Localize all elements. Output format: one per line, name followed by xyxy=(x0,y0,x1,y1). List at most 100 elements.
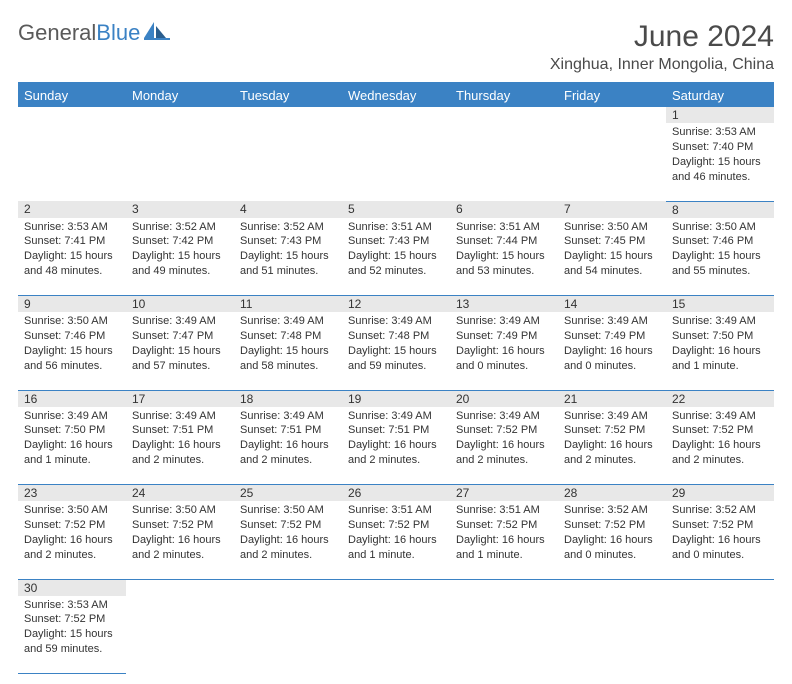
daylight-line: Daylight: 15 hours and 59 minutes. xyxy=(24,627,120,657)
header: GeneralBlue June 2024 Xinghua, Inner Mon… xyxy=(18,20,774,74)
day-number-cell: 12 xyxy=(342,296,450,313)
daylight-line: Daylight: 16 hours and 1 minute. xyxy=(24,438,120,468)
day-detail-cell: Sunrise: 3:52 AMSunset: 7:42 PMDaylight:… xyxy=(126,218,234,296)
day-detail-cell: Sunrise: 3:53 AMSunset: 7:52 PMDaylight:… xyxy=(18,596,126,674)
day-number-cell xyxy=(234,579,342,596)
day-detail-row: Sunrise: 3:50 AMSunset: 7:46 PMDaylight:… xyxy=(18,312,774,390)
sunset-line: Sunset: 7:50 PM xyxy=(24,423,120,438)
daylight-line: Daylight: 16 hours and 2 minutes. xyxy=(132,533,228,563)
sunset-line: Sunset: 7:51 PM xyxy=(132,423,228,438)
sunset-line: Sunset: 7:40 PM xyxy=(672,140,768,155)
day-number-cell: 21 xyxy=(558,390,666,407)
day-detail-row: Sunrise: 3:50 AMSunset: 7:52 PMDaylight:… xyxy=(18,501,774,579)
day-number-cell: 30 xyxy=(18,579,126,596)
sunrise-line: Sunrise: 3:49 AM xyxy=(240,314,336,329)
sunset-line: Sunset: 7:52 PM xyxy=(564,518,660,533)
daylight-line: Daylight: 15 hours and 53 minutes. xyxy=(456,249,552,279)
sunrise-line: Sunrise: 3:49 AM xyxy=(456,409,552,424)
daylight-line: Daylight: 16 hours and 2 minutes. xyxy=(240,533,336,563)
sunset-line: Sunset: 7:43 PM xyxy=(348,234,444,249)
day-detail-cell xyxy=(558,123,666,201)
day-number-cell xyxy=(234,107,342,123)
day-detail-cell xyxy=(126,123,234,201)
sunset-line: Sunset: 7:52 PM xyxy=(24,518,120,533)
day-detail-cell: Sunrise: 3:49 AMSunset: 7:49 PMDaylight:… xyxy=(450,312,558,390)
daylight-line: Daylight: 15 hours and 46 minutes. xyxy=(672,155,768,185)
day-number-cell xyxy=(126,107,234,123)
daylight-line: Daylight: 15 hours and 52 minutes. xyxy=(348,249,444,279)
sunset-line: Sunset: 7:43 PM xyxy=(240,234,336,249)
daylight-line: Daylight: 16 hours and 2 minutes. xyxy=(348,438,444,468)
daylight-line: Daylight: 15 hours and 54 minutes. xyxy=(564,249,660,279)
sunset-line: Sunset: 7:52 PM xyxy=(240,518,336,533)
sunrise-line: Sunrise: 3:49 AM xyxy=(672,409,768,424)
day-number-cell: 24 xyxy=(126,485,234,502)
sunrise-line: Sunrise: 3:49 AM xyxy=(348,314,444,329)
day-detail-row: Sunrise: 3:53 AMSunset: 7:40 PMDaylight:… xyxy=(18,123,774,201)
title-block: June 2024 Xinghua, Inner Mongolia, China xyxy=(550,20,774,74)
day-number-cell xyxy=(666,579,774,596)
day-detail-cell xyxy=(234,596,342,674)
sunrise-line: Sunrise: 3:49 AM xyxy=(564,409,660,424)
day-detail-cell xyxy=(342,123,450,201)
day-detail-cell: Sunrise: 3:51 AMSunset: 7:44 PMDaylight:… xyxy=(450,218,558,296)
sunrise-line: Sunrise: 3:52 AM xyxy=(240,220,336,235)
day-number-cell: 16 xyxy=(18,390,126,407)
day-number-cell: 22 xyxy=(666,390,774,407)
day-detail-cell: Sunrise: 3:49 AMSunset: 7:50 PMDaylight:… xyxy=(18,407,126,485)
day-number-row: 9101112131415 xyxy=(18,296,774,313)
daylight-line: Daylight: 16 hours and 2 minutes. xyxy=(240,438,336,468)
daylight-line: Daylight: 16 hours and 2 minutes. xyxy=(456,438,552,468)
day-detail-cell: Sunrise: 3:50 AMSunset: 7:46 PMDaylight:… xyxy=(666,218,774,296)
sunset-line: Sunset: 7:52 PM xyxy=(456,518,552,533)
day-detail-cell: Sunrise: 3:49 AMSunset: 7:52 PMDaylight:… xyxy=(666,407,774,485)
day-detail-cell: Sunrise: 3:50 AMSunset: 7:52 PMDaylight:… xyxy=(18,501,126,579)
sunrise-line: Sunrise: 3:49 AM xyxy=(132,314,228,329)
day-detail-cell xyxy=(18,123,126,201)
day-number-cell: 5 xyxy=(342,201,450,218)
day-number-cell: 4 xyxy=(234,201,342,218)
daylight-line: Daylight: 15 hours and 55 minutes. xyxy=(672,249,768,279)
sunset-line: Sunset: 7:50 PM xyxy=(672,329,768,344)
sunset-line: Sunset: 7:52 PM xyxy=(456,423,552,438)
sunset-line: Sunset: 7:46 PM xyxy=(672,234,768,249)
day-detail-cell: Sunrise: 3:49 AMSunset: 7:47 PMDaylight:… xyxy=(126,312,234,390)
sunrise-line: Sunrise: 3:49 AM xyxy=(24,409,120,424)
day-detail-cell: Sunrise: 3:49 AMSunset: 7:49 PMDaylight:… xyxy=(558,312,666,390)
day-detail-cell: Sunrise: 3:49 AMSunset: 7:52 PMDaylight:… xyxy=(450,407,558,485)
day-number-cell: 10 xyxy=(126,296,234,313)
sunrise-line: Sunrise: 3:49 AM xyxy=(348,409,444,424)
day-number-cell: 6 xyxy=(450,201,558,218)
sunrise-line: Sunrise: 3:50 AM xyxy=(564,220,660,235)
sunrise-line: Sunrise: 3:52 AM xyxy=(132,220,228,235)
logo-sail-icon xyxy=(144,20,170,46)
daylight-line: Daylight: 16 hours and 0 minutes. xyxy=(672,533,768,563)
day-number-cell: 13 xyxy=(450,296,558,313)
day-number-cell: 20 xyxy=(450,390,558,407)
sunrise-line: Sunrise: 3:50 AM xyxy=(672,220,768,235)
sunset-line: Sunset: 7:52 PM xyxy=(24,612,120,627)
day-detail-cell: Sunrise: 3:49 AMSunset: 7:50 PMDaylight:… xyxy=(666,312,774,390)
sunset-line: Sunset: 7:45 PM xyxy=(564,234,660,249)
daylight-line: Daylight: 15 hours and 56 minutes. xyxy=(24,344,120,374)
sunrise-line: Sunrise: 3:49 AM xyxy=(132,409,228,424)
day-number-cell: 8 xyxy=(666,201,774,218)
day-number-cell: 25 xyxy=(234,485,342,502)
weekday-header-row: SundayMondayTuesdayWednesdayThursdayFrid… xyxy=(18,83,774,107)
day-detail-row: Sunrise: 3:53 AMSunset: 7:52 PMDaylight:… xyxy=(18,596,774,674)
day-number-cell xyxy=(450,107,558,123)
daylight-line: Daylight: 16 hours and 2 minutes. xyxy=(672,438,768,468)
day-detail-cell: Sunrise: 3:50 AMSunset: 7:52 PMDaylight:… xyxy=(126,501,234,579)
sunset-line: Sunset: 7:44 PM xyxy=(456,234,552,249)
day-number-row: 1 xyxy=(18,107,774,123)
day-number-cell: 17 xyxy=(126,390,234,407)
daylight-line: Daylight: 15 hours and 48 minutes. xyxy=(24,249,120,279)
day-detail-cell xyxy=(558,596,666,674)
weekday-header: Tuesday xyxy=(234,83,342,107)
day-number-cell: 18 xyxy=(234,390,342,407)
day-detail-cell: Sunrise: 3:49 AMSunset: 7:51 PMDaylight:… xyxy=(342,407,450,485)
day-detail-cell: Sunrise: 3:51 AMSunset: 7:52 PMDaylight:… xyxy=(450,501,558,579)
day-detail-cell: Sunrise: 3:52 AMSunset: 7:52 PMDaylight:… xyxy=(666,501,774,579)
calendar-page: GeneralBlue June 2024 Xinghua, Inner Mon… xyxy=(0,0,792,684)
daylight-line: Daylight: 16 hours and 2 minutes. xyxy=(132,438,228,468)
